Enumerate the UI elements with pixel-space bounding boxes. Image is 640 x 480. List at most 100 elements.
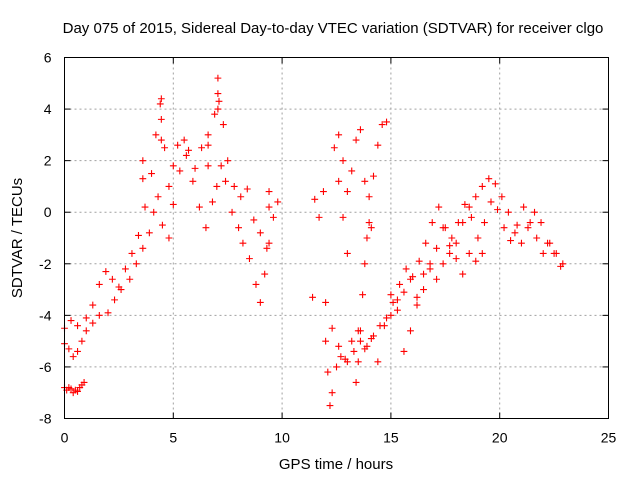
data-point	[335, 177, 343, 185]
series-late-arcs	[330, 118, 390, 386]
data-point	[148, 170, 155, 177]
data-point	[239, 239, 247, 247]
data-point	[250, 216, 258, 224]
data-point	[357, 126, 364, 134]
data-point	[359, 291, 367, 299]
data-point	[80, 379, 88, 386]
data-point	[383, 314, 390, 322]
data-point	[309, 293, 316, 301]
data-point	[246, 255, 253, 263]
data-point	[348, 337, 356, 345]
data-point	[339, 157, 347, 165]
data-point	[461, 201, 469, 208]
data-point	[339, 213, 347, 221]
data-point	[108, 275, 116, 283]
data-point	[265, 239, 273, 247]
data-point	[407, 275, 414, 283]
data-point	[435, 203, 443, 211]
y-tick-label: 6	[44, 50, 52, 66]
y-tick-label: 2	[44, 153, 52, 169]
data-point	[204, 141, 212, 149]
data-point	[550, 250, 558, 257]
series-isolated	[309, 293, 316, 301]
data-point	[214, 74, 222, 82]
data-point	[400, 288, 408, 296]
data-point	[365, 219, 373, 226]
data-point	[537, 219, 545, 226]
data-point	[531, 208, 538, 216]
data-point	[237, 193, 245, 201]
data-point	[507, 237, 514, 244]
data-point	[485, 175, 493, 183]
data-point	[89, 301, 97, 309]
data-point	[413, 293, 421, 301]
data-point	[269, 213, 277, 221]
series-early-lower	[61, 152, 282, 361]
data-point	[265, 188, 273, 195]
data-point	[361, 345, 369, 353]
data-point	[357, 327, 364, 335]
data-point	[459, 270, 467, 278]
data-point	[335, 131, 343, 139]
x-tick-label: 20	[492, 430, 508, 446]
data-point	[350, 348, 358, 355]
data-point	[235, 224, 242, 232]
data-point	[126, 275, 134, 283]
data-point	[341, 355, 349, 363]
data-point	[326, 402, 334, 410]
data-point	[198, 144, 205, 152]
data-point	[185, 146, 192, 154]
data-point	[500, 224, 508, 232]
data-point	[174, 141, 182, 149]
data-point	[380, 322, 388, 330]
data-point	[217, 162, 225, 170]
data-point	[337, 353, 345, 361]
data-point	[211, 110, 219, 118]
data-point	[452, 239, 460, 247]
data-point	[446, 242, 454, 250]
data-point	[394, 296, 401, 304]
data-point	[343, 188, 351, 195]
data-point	[481, 219, 488, 226]
data-point	[524, 224, 532, 232]
data-point	[533, 234, 541, 242]
data-point	[74, 348, 81, 355]
data-point	[557, 262, 565, 270]
data-point	[122, 265, 129, 273]
data-point	[152, 131, 160, 139]
data-point	[491, 180, 499, 188]
data-point	[330, 144, 338, 152]
data-point	[104, 309, 112, 317]
data-point	[111, 296, 118, 304]
data-point	[161, 144, 168, 152]
data-point	[165, 183, 173, 190]
data-point	[196, 203, 203, 211]
data-point	[89, 319, 97, 327]
data-point	[407, 327, 414, 335]
data-point	[452, 255, 460, 263]
data-point	[261, 270, 269, 278]
data-point	[365, 193, 373, 201]
data-point	[315, 213, 323, 221]
data-point	[446, 250, 454, 257]
data-point	[413, 301, 421, 309]
data-point	[448, 234, 456, 242]
data-point	[520, 203, 528, 211]
data-point	[426, 260, 434, 268]
data-point	[139, 175, 147, 183]
data-point	[159, 221, 166, 229]
data-point	[214, 105, 222, 113]
data-point	[389, 299, 397, 306]
data-point	[256, 229, 264, 237]
data-point	[505, 208, 512, 216]
data-point	[180, 136, 188, 144]
data-point	[420, 286, 427, 293]
data-point	[139, 157, 147, 165]
data-point	[487, 198, 495, 206]
data-point	[219, 121, 227, 128]
data-point	[433, 275, 440, 283]
y-tick-label: -2	[39, 256, 52, 272]
data-point	[335, 342, 343, 350]
data-point	[400, 348, 408, 355]
